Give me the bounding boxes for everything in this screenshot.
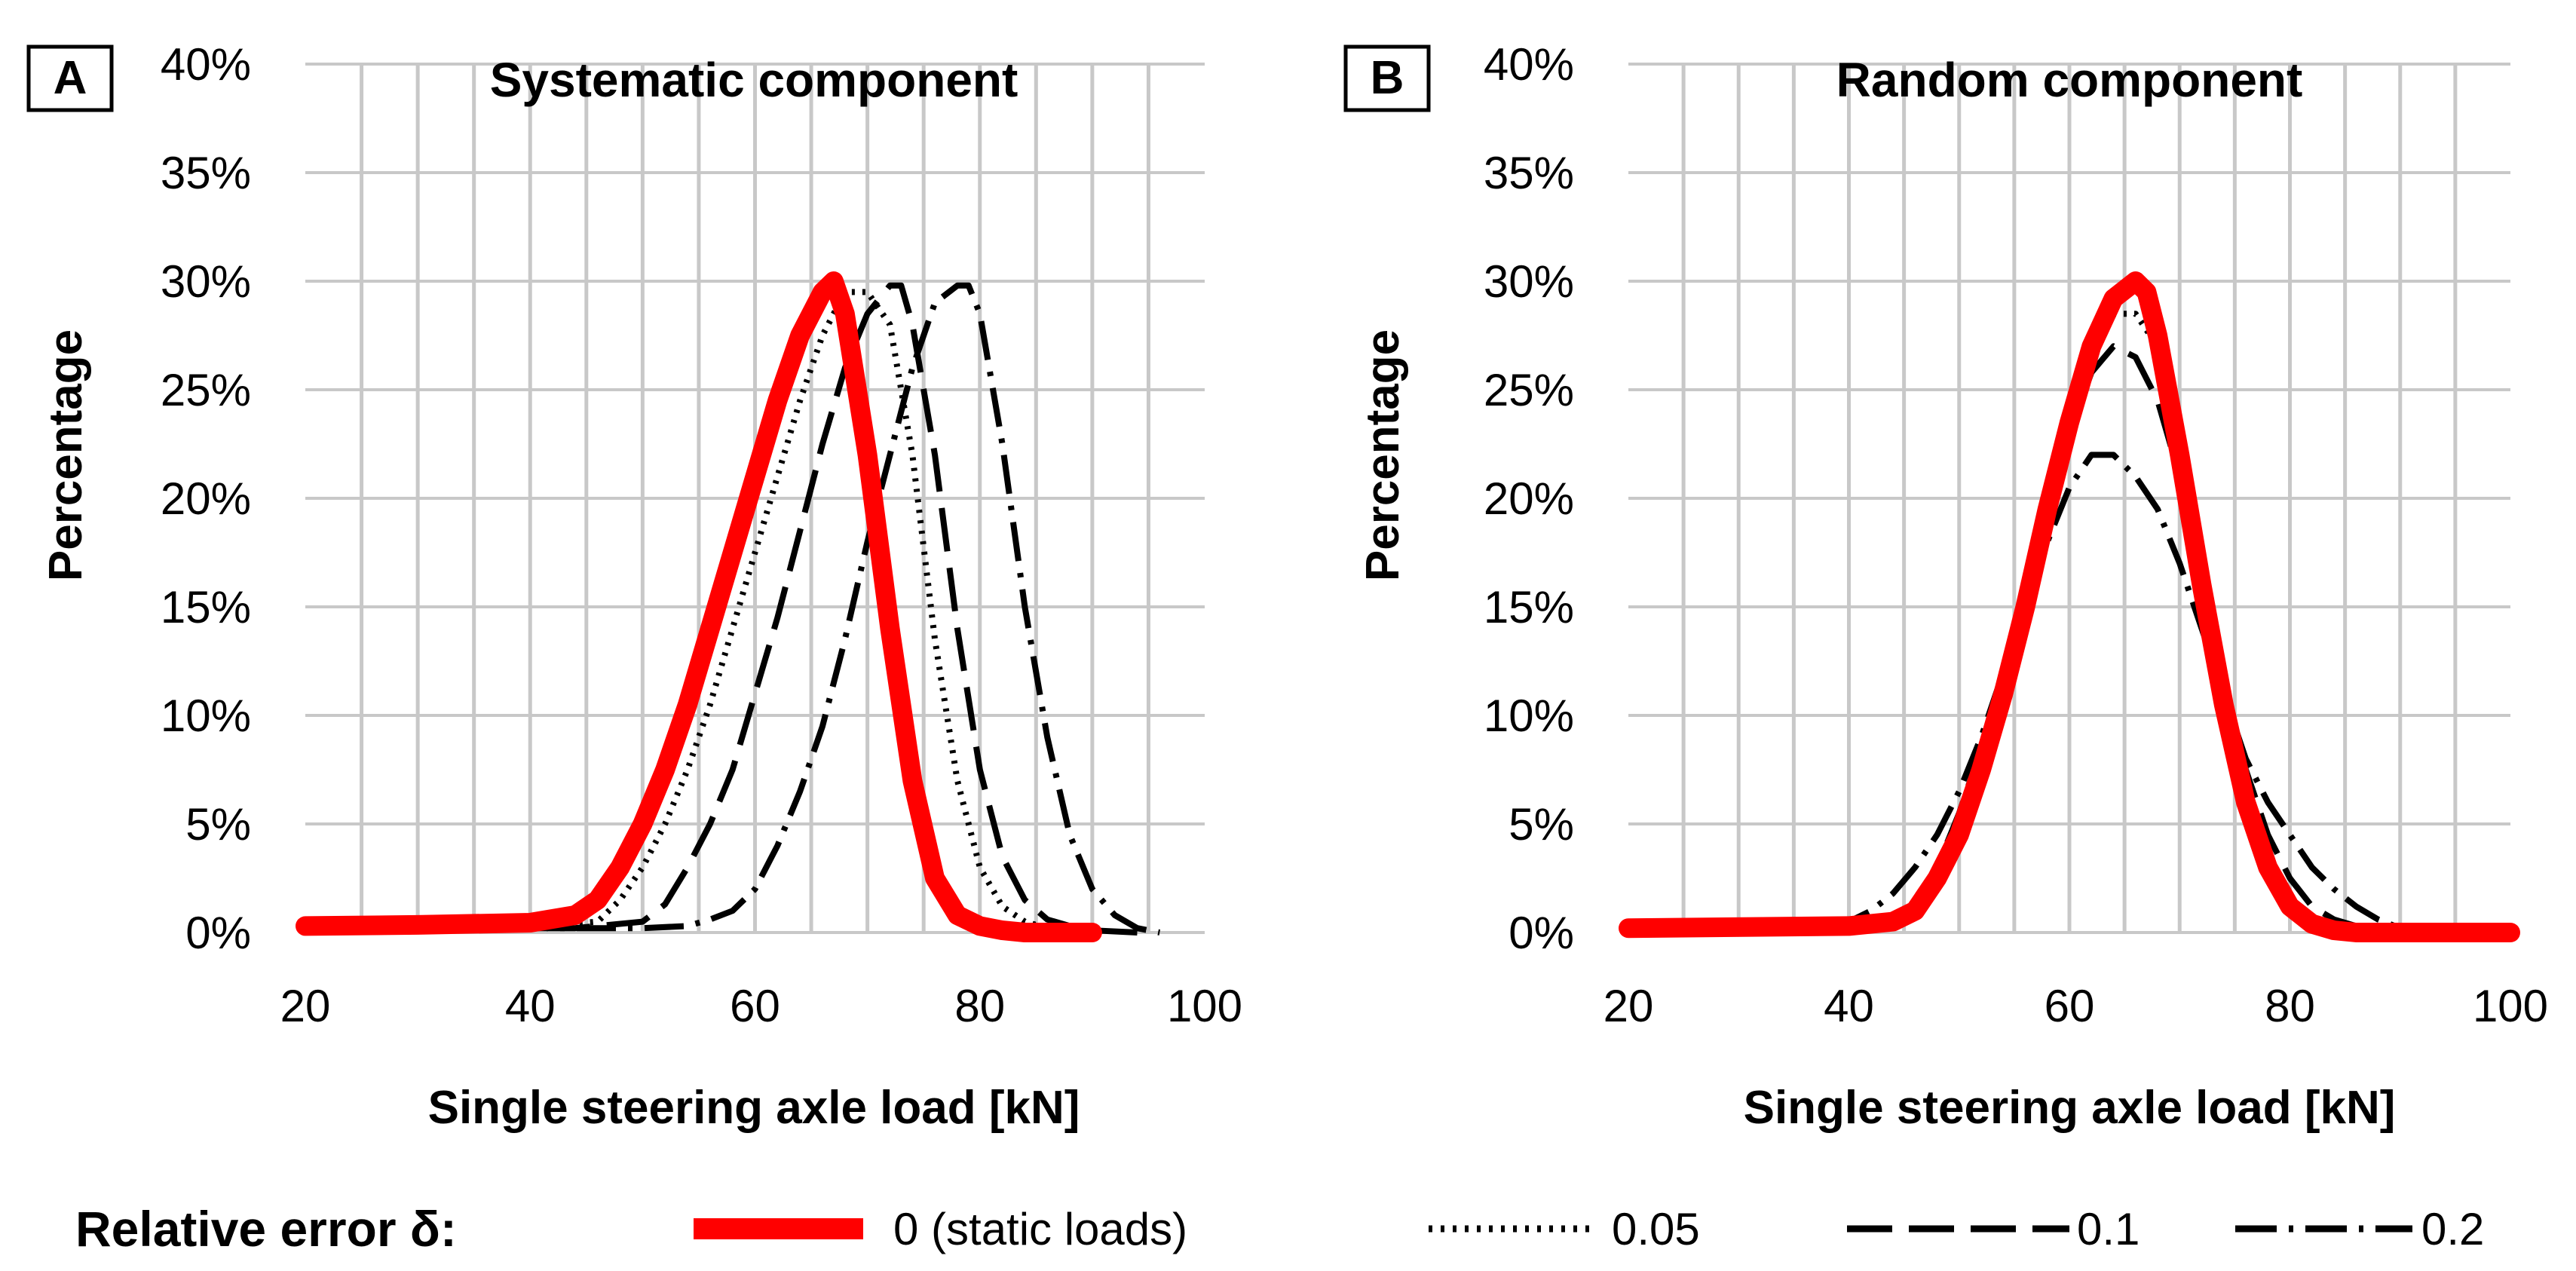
y-tick-label: 25% <box>161 365 251 415</box>
series-line-0-1 <box>1628 343 2510 936</box>
x-tick-label: 80 <box>954 981 1005 1031</box>
y-tick-label: 15% <box>161 582 251 632</box>
panel-label-box-b <box>1343 44 1431 112</box>
y-tick-label: 30% <box>161 256 251 307</box>
x-tick-label: 20 <box>280 981 331 1031</box>
y-tick-labels-a: 0% 5% 10% 15% 20% 25% 30% 35% 40% <box>161 39 251 958</box>
y-tick-label: 10% <box>161 691 251 741</box>
y-tick-label: 35% <box>1484 148 1574 198</box>
x-axis-title-b: Single steering axle load [kN] <box>1744 1082 2396 1134</box>
legend-label-0-05: 0.05 <box>1612 1204 1700 1254</box>
panel-title-b: Random component <box>1836 53 2303 107</box>
panel-title-a: Systematic component <box>490 53 1018 107</box>
panel-label-b: B <box>1371 52 1404 104</box>
legend-label-0-2: 0.2 <box>2421 1204 2484 1254</box>
series-line-static <box>1619 271 2520 942</box>
panel-systematic: A Systematic component 0% 5% 10% 15% 20% 25% 3… <box>26 39 1242 1134</box>
y-tick-label: 5% <box>185 799 251 850</box>
panel-label-a: A <box>54 52 87 104</box>
y-tick-label: 15% <box>1484 582 1574 632</box>
series-group-b <box>1619 271 2520 942</box>
series-line-0-05 <box>305 289 1093 936</box>
y-tick-label: 0% <box>185 908 251 958</box>
y-tick-label: 40% <box>161 39 251 90</box>
legend-title: Relative error δ: <box>75 1201 457 1257</box>
x-tick-label: 40 <box>505 981 556 1031</box>
y-tick-label: 40% <box>1484 39 1574 90</box>
y-tick-label: 10% <box>1484 691 1574 741</box>
legend-label-static: 0 (static loads) <box>893 1204 1187 1254</box>
x-tick-labels-b: 20 40 60 80 100 <box>1603 981 2548 1031</box>
y-tick-label: 0% <box>1509 908 1574 958</box>
series-line-static <box>296 271 1102 942</box>
x-tick-label: 100 <box>2473 981 2548 1031</box>
y-tick-labels-b: 0% 5% 10% 15% 20% 25% 30% 35% 40% <box>1484 39 1574 958</box>
y-tick-label: 30% <box>1484 256 1574 307</box>
x-axis-title-a: Single steering axle load [kN] <box>428 1082 1080 1134</box>
series-group-a <box>296 271 1161 942</box>
y-tick-label: 5% <box>1509 799 1574 850</box>
panel-random: B Random component 0% 5% 10% 15% 20% 25% 30% 35… <box>1343 39 2548 1134</box>
x-tick-label: 60 <box>730 981 780 1031</box>
y-axis-title-b: Percentage <box>1357 329 1409 581</box>
x-tick-label: 20 <box>1603 981 1654 1031</box>
legend-label-0-1: 0.1 <box>2077 1204 2140 1254</box>
grid-b <box>1628 63 2510 934</box>
x-tick-label: 60 <box>2045 981 2095 1031</box>
panel-label-box-a <box>26 44 114 112</box>
legend: Relative error δ: 0 (static loads) 0.05 … <box>75 1201 2484 1257</box>
x-tick-label: 40 <box>1824 981 1874 1031</box>
y-axis-title-a: Percentage <box>40 329 92 581</box>
x-tick-label: 100 <box>1167 981 1242 1031</box>
x-tick-label: 80 <box>2265 981 2315 1031</box>
series-line-0-2 <box>305 282 1161 936</box>
grid-a <box>305 63 1205 934</box>
y-tick-label: 25% <box>1484 365 1574 415</box>
y-tick-label: 20% <box>1484 473 1574 524</box>
x-tick-labels-a: 20 40 60 80 100 <box>280 981 1242 1031</box>
y-tick-label: 35% <box>161 148 251 198</box>
y-tick-label: 20% <box>161 473 251 524</box>
series-line-0-1 <box>305 282 1138 936</box>
